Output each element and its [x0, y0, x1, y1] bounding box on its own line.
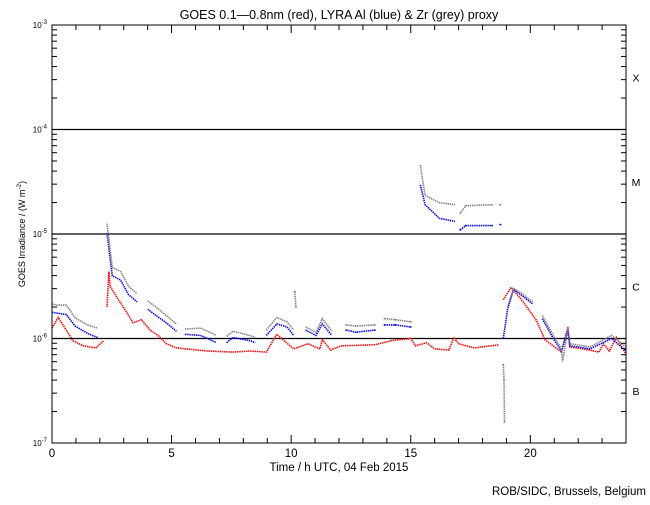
series-segment — [541, 318, 627, 353]
data-point — [345, 324, 348, 326]
data-point — [295, 306, 297, 309]
series-segment — [226, 330, 256, 339]
x-axis-label: Time / h UTC, 04 Feb 2015 — [270, 462, 409, 474]
footer-credit: ROB/SIDC, Brussels, Belgium — [492, 486, 646, 498]
y-tick-label: 10-6 — [33, 334, 48, 344]
series-segment — [184, 327, 217, 337]
series-segment — [51, 311, 98, 339]
x-tick-label: 20 — [524, 448, 537, 460]
flare-class-label: M — [632, 177, 641, 189]
series-segment — [294, 291, 297, 308]
flare-class-label: X — [632, 72, 639, 84]
series-segment — [419, 164, 456, 206]
data-point — [373, 324, 376, 326]
series-segment — [346, 324, 375, 327]
series-lyra-al-proxy — [51, 184, 627, 353]
y-axis-label: GOES Irradiance / (W m-2) — [16, 181, 27, 287]
y-tick-label: 10-7 — [33, 438, 48, 448]
y-axis-label-main: GOES Irradiance / (W m — [17, 190, 27, 288]
series-segment — [184, 333, 217, 344]
data-point — [464, 204, 467, 207]
data-point — [354, 331, 357, 334]
x-tick-label: 0 — [49, 448, 55, 460]
series-segment — [106, 271, 500, 353]
series-segment — [147, 300, 177, 325]
y-tick-label: 10-4 — [33, 125, 48, 135]
data-point — [491, 203, 493, 206]
series-segment — [502, 364, 506, 423]
x-tick-label: 5 — [168, 448, 174, 460]
series-segment — [265, 322, 295, 336]
series-segment — [147, 308, 177, 332]
series-segment — [106, 232, 138, 303]
data-point — [459, 228, 462, 231]
flare-class-label: B — [632, 386, 639, 398]
data-point — [394, 318, 397, 321]
data-point — [503, 421, 506, 423]
series-segment — [265, 316, 295, 331]
data-point — [373, 329, 376, 332]
series-segment — [502, 285, 627, 355]
data-point — [293, 290, 296, 293]
y-axis-label-end: ) — [17, 181, 27, 184]
series-segment — [419, 184, 456, 223]
data-point — [459, 212, 462, 215]
series-lyra-zr-proxy — [51, 164, 627, 423]
flare-class-label: C — [632, 281, 640, 293]
x-tick-label: 15 — [404, 448, 417, 460]
chart-title: GOES 0.1—0.8nm (red), LYRA Al (blue) & Z… — [180, 8, 499, 22]
data-point — [491, 224, 493, 227]
series-segment — [51, 303, 98, 329]
data-point — [409, 320, 412, 323]
data-point — [409, 326, 412, 328]
y-tick-label: 10-5 — [33, 229, 48, 239]
series-segment — [106, 223, 138, 295]
x-tick-label: 10 — [285, 448, 298, 460]
series-segment — [384, 324, 411, 328]
data-point — [354, 325, 357, 327]
data-point — [383, 317, 386, 320]
data-point — [503, 379, 505, 382]
series-segment — [51, 316, 105, 349]
data-point — [464, 224, 467, 227]
series-segment — [459, 224, 493, 231]
y-axis-label-sup: -2 — [16, 183, 23, 189]
series-segment — [384, 317, 411, 323]
y-tick-label: 10-3 — [33, 20, 48, 30]
data-point — [499, 223, 502, 226]
data-point — [345, 329, 348, 332]
series-segment — [346, 329, 375, 334]
series-segment — [541, 315, 627, 362]
series-segment — [305, 322, 333, 337]
data-point — [383, 324, 386, 326]
data-point — [394, 324, 397, 326]
data-point — [499, 203, 502, 206]
series-segment — [226, 336, 256, 344]
series-segment — [506, 287, 534, 308]
series-goes-0-1-0-8nm — [51, 271, 627, 355]
data-point — [502, 363, 505, 366]
